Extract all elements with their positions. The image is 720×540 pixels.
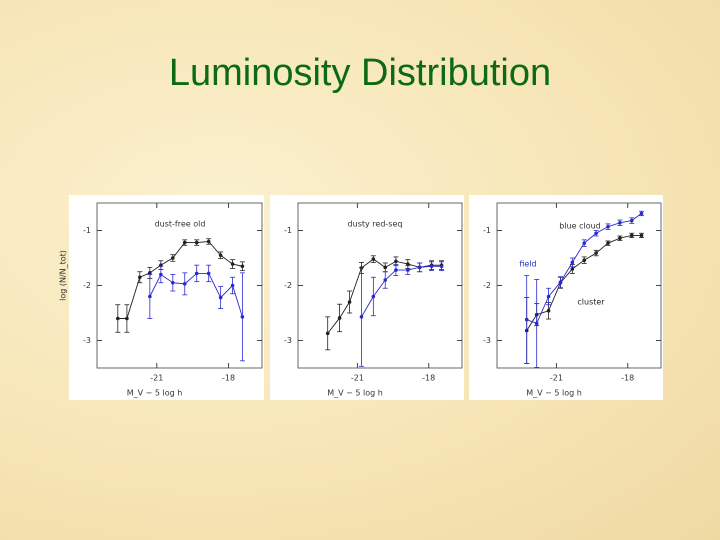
panel-background xyxy=(469,195,663,400)
data-point xyxy=(218,253,223,258)
data-point xyxy=(230,262,235,266)
data-point xyxy=(594,251,598,255)
series xyxy=(147,264,245,362)
panel-annotation: dust-free old xyxy=(155,220,206,229)
data-point xyxy=(337,316,342,320)
panel-background xyxy=(270,195,464,400)
data-point xyxy=(639,233,644,238)
data-point xyxy=(558,280,563,285)
y-tick-label: -2 xyxy=(483,281,491,290)
data-point xyxy=(406,262,410,266)
data-point xyxy=(125,316,129,321)
data-point xyxy=(439,264,444,269)
data-point xyxy=(594,231,598,236)
data-point xyxy=(148,271,152,275)
x-tick-label: -21 xyxy=(150,374,163,383)
data-point xyxy=(206,239,211,244)
data-point xyxy=(429,264,434,269)
y-tick-label: -1 xyxy=(83,226,91,235)
x-tick-label: -18 xyxy=(621,374,634,383)
data-point xyxy=(570,260,575,265)
data-point xyxy=(194,240,199,245)
data-point xyxy=(206,271,211,276)
data-point xyxy=(159,272,163,277)
data-point xyxy=(240,315,245,319)
data-point xyxy=(618,221,622,225)
data-point xyxy=(138,275,142,280)
x-tick-label: -21 xyxy=(351,374,364,383)
series-line xyxy=(361,265,442,318)
series xyxy=(358,261,445,367)
x-axis-label: M_V − 5 log h xyxy=(127,389,183,398)
data-point xyxy=(618,236,622,240)
series-label: cluster xyxy=(577,298,605,307)
data-point xyxy=(371,257,376,261)
series-label: field xyxy=(519,260,536,269)
series xyxy=(115,238,245,333)
y-tick-label: -2 xyxy=(83,281,91,290)
data-point xyxy=(171,256,175,260)
data-point xyxy=(606,241,610,245)
data-point xyxy=(148,294,152,299)
data-point xyxy=(383,278,388,282)
data-point xyxy=(524,317,529,322)
panel-background xyxy=(69,195,264,400)
x-tick-label: -18 xyxy=(422,374,435,383)
data-point xyxy=(218,295,223,300)
data-point xyxy=(171,280,175,285)
data-point xyxy=(383,265,388,270)
data-point xyxy=(582,258,587,263)
data-point xyxy=(116,316,120,321)
data-point xyxy=(359,315,364,319)
series xyxy=(524,232,645,365)
y-tick-label: -3 xyxy=(284,336,292,345)
y-tick-label: -3 xyxy=(483,336,491,345)
data-point xyxy=(546,309,551,313)
data-point xyxy=(371,294,376,299)
data-point xyxy=(417,265,422,270)
data-point xyxy=(240,264,245,269)
data-point xyxy=(347,300,352,304)
x-axis-label: M_V − 5 log h xyxy=(526,389,582,398)
series-line xyxy=(117,241,243,319)
data-point xyxy=(182,282,187,286)
data-point xyxy=(639,211,644,216)
data-point xyxy=(194,271,199,276)
slide-title: Luminosity Distribution xyxy=(168,52,552,94)
data-point xyxy=(629,233,634,238)
data-point xyxy=(534,321,539,326)
x-tick-label: -21 xyxy=(550,374,563,383)
data-point xyxy=(182,240,187,245)
data-point xyxy=(582,241,587,245)
data-point xyxy=(546,294,551,299)
x-tick-label: -18 xyxy=(222,374,235,383)
data-point xyxy=(230,283,235,288)
data-point xyxy=(406,268,410,272)
panel-annotation: blue cloud xyxy=(559,222,601,231)
y-axis-label: log (N/N_tot) xyxy=(59,250,68,301)
y-tick-label: -3 xyxy=(83,336,91,345)
data-point xyxy=(394,259,398,264)
series xyxy=(524,210,645,368)
data-point xyxy=(325,331,330,336)
data-point xyxy=(629,218,634,223)
y-tick-label: -1 xyxy=(483,226,491,235)
panel-annotation: dusty red-seq xyxy=(348,220,403,229)
data-point xyxy=(394,268,398,272)
y-tick-label: -1 xyxy=(284,226,292,235)
data-point xyxy=(606,224,610,229)
data-point xyxy=(570,267,575,271)
y-tick-label: -2 xyxy=(284,281,292,290)
x-axis-label: M_V − 5 log h xyxy=(327,389,383,398)
